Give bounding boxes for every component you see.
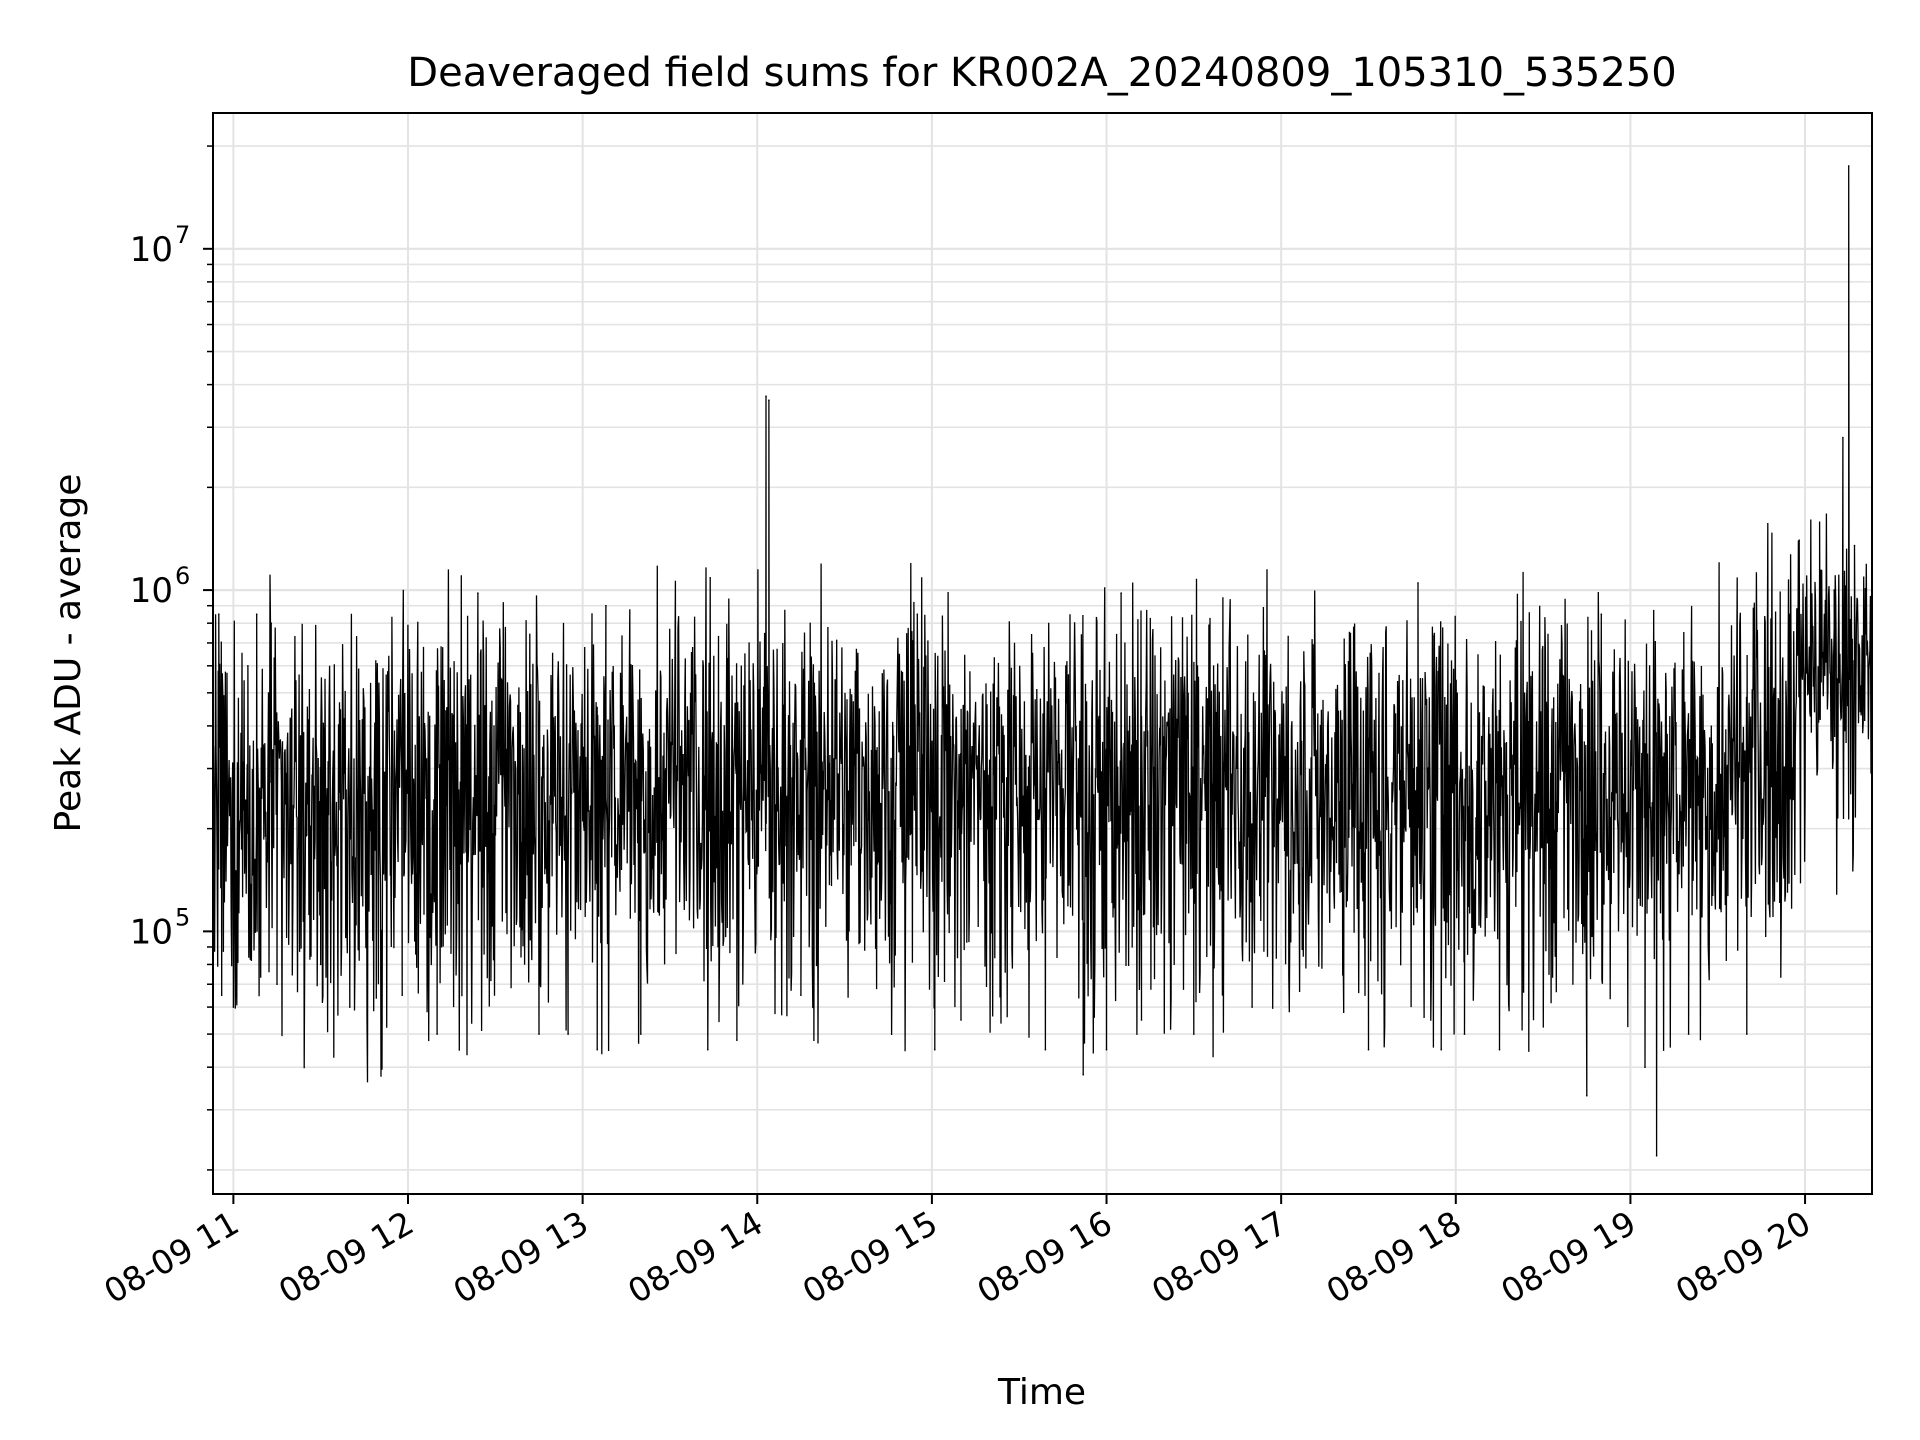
- y-tick-label: 10: [130, 230, 173, 270]
- data-point: [401, 994, 404, 996]
- data-point: [567, 1033, 569, 1035]
- x-axis-label: Time: [997, 1372, 1086, 1413]
- data-point: [477, 592, 479, 594]
- data-point: [1818, 568, 1821, 571]
- y-tick-label: 10: [130, 571, 173, 611]
- data-point: [232, 1006, 235, 1008]
- data-point: [640, 1033, 642, 1035]
- data-point: [247, 665, 249, 667]
- data-point: [1586, 1094, 1588, 1097]
- data-point: [1082, 1074, 1084, 1076]
- data-point: [1687, 1033, 1690, 1035]
- data-point: [1847, 165, 1850, 167]
- data-point: [1105, 1048, 1108, 1051]
- data-point: [538, 1033, 540, 1035]
- data-point: [707, 1048, 709, 1051]
- data-point: [1440, 1048, 1442, 1051]
- data-point: [1746, 1033, 1748, 1035]
- data-point: [220, 994, 223, 996]
- data-point: [1655, 1155, 1658, 1157]
- y-tick-label: 10: [130, 912, 173, 952]
- data-point: [270, 622, 273, 624]
- axes-frame: [212, 112, 1873, 1195]
- data-point: [1193, 1033, 1195, 1035]
- data-point: [349, 1006, 351, 1008]
- data-point: [319, 963, 322, 966]
- data-point: [916, 613, 919, 615]
- data-point: [605, 604, 607, 607]
- chart-title: Deaveraged field sums for KR002A_2024080…: [407, 50, 1676, 96]
- data-point: [960, 1019, 962, 1021]
- data-point: [1120, 592, 1122, 594]
- data-point: [1853, 544, 1856, 547]
- data-point: [1842, 436, 1844, 439]
- data-point: [1833, 589, 1835, 591]
- y-axis-label: Peak ADU - average: [48, 474, 89, 833]
- data-point: [1367, 1048, 1370, 1051]
- data-point: [596, 1048, 598, 1051]
- data-point: [1463, 1033, 1466, 1035]
- data-point: [436, 1033, 438, 1035]
- data-point: [768, 399, 770, 402]
- data-point: [1798, 539, 1800, 541]
- data-point: [934, 1048, 936, 1051]
- y-tick-exponent: 7: [175, 221, 190, 249]
- data-point: [1644, 1066, 1646, 1068]
- y-tick-exponent: 5: [175, 903, 190, 931]
- data-point: [765, 395, 767, 398]
- data-point: [276, 983, 278, 985]
- data-point: [1140, 1019, 1143, 1021]
- plot-area: [212, 165, 1873, 1157]
- y-tick-exponent: 6: [175, 562, 190, 590]
- series-line: [212, 165, 1873, 1156]
- data-point: [1498, 1048, 1501, 1051]
- data-point: [1251, 1006, 1253, 1008]
- data-point: [800, 994, 802, 996]
- data-point: [1417, 582, 1419, 584]
- data-point: [1044, 1048, 1047, 1051]
- data-point: [1600, 613, 1603, 615]
- data-point: [736, 1039, 738, 1041]
- data-point: [255, 613, 258, 615]
- data-point: [218, 613, 220, 615]
